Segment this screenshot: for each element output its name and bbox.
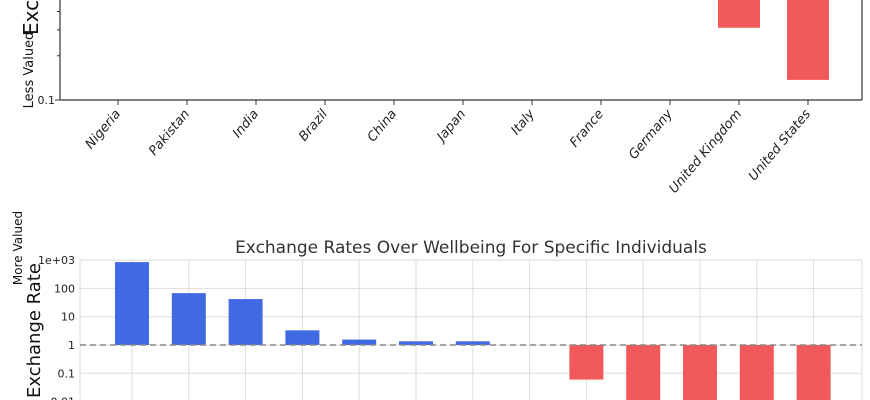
bottom-bar-1: [171, 293, 206, 345]
bottom-bar-11: [739, 345, 774, 400]
top-xtick-label: China: [365, 107, 400, 145]
bottom-bar-4: [342, 339, 377, 345]
top-ylabel-note: Less Valued: [22, 32, 37, 109]
bottom-bar-0: [115, 262, 149, 345]
top-xtick-label: Germany: [626, 107, 676, 163]
top-chart: Exchange Rate Less Valued 0.1 Nigeria Pak…: [19, 0, 863, 197]
bottom-bar-9: [626, 345, 661, 400]
bottom-bar-10: [683, 345, 717, 400]
bottom-bar-12: [796, 345, 831, 400]
bottom-ylabel-note: More Valued: [11, 211, 25, 285]
bottom-bar-5: [399, 341, 433, 345]
bottom-ylabel: Exchange Rate: [24, 263, 45, 398]
top-bar-united-kingdom: [718, 0, 760, 28]
bottom-ytick-label: 0.01: [51, 396, 76, 400]
top-xtick-label: United Kingdom: [667, 107, 746, 197]
top-bar-united-states: [787, 0, 829, 80]
top-xtick-label: United States: [746, 107, 814, 184]
bottom-bar-2: [228, 299, 263, 345]
bottom-title: Exchange Rates Over Wellbeing For Specif…: [235, 238, 707, 258]
top-ylabel: Exchange Rate: [19, 0, 43, 35]
bottom-ytick-label: 1e+03: [38, 254, 75, 267]
top-xtick-label: Brazil: [296, 107, 331, 145]
bottom-chart: Exchange Rates Over Wellbeing For Specif…: [11, 211, 863, 400]
top-xtick-label: France: [567, 107, 607, 150]
bottom-bar-8: [569, 345, 604, 380]
bottom-ytick-label: 100: [54, 282, 75, 295]
bottom-bar-3: [285, 330, 320, 345]
top-xtick-label: Japan: [432, 107, 469, 147]
top-xtick-label: Pakistan: [146, 107, 193, 159]
bottom-ytick-label: 1: [68, 339, 75, 352]
top-xtick-label: Italy: [508, 107, 538, 138]
top-xtick-label: Nigeria: [83, 107, 124, 152]
top-xtick-label: India: [230, 107, 262, 141]
bottom-ytick-label: 0.1: [58, 367, 76, 380]
top-ytick-label: 0.1: [38, 94, 56, 107]
bottom-bar-6: [455, 341, 490, 345]
bottom-ytick-label: 10: [61, 311, 75, 324]
